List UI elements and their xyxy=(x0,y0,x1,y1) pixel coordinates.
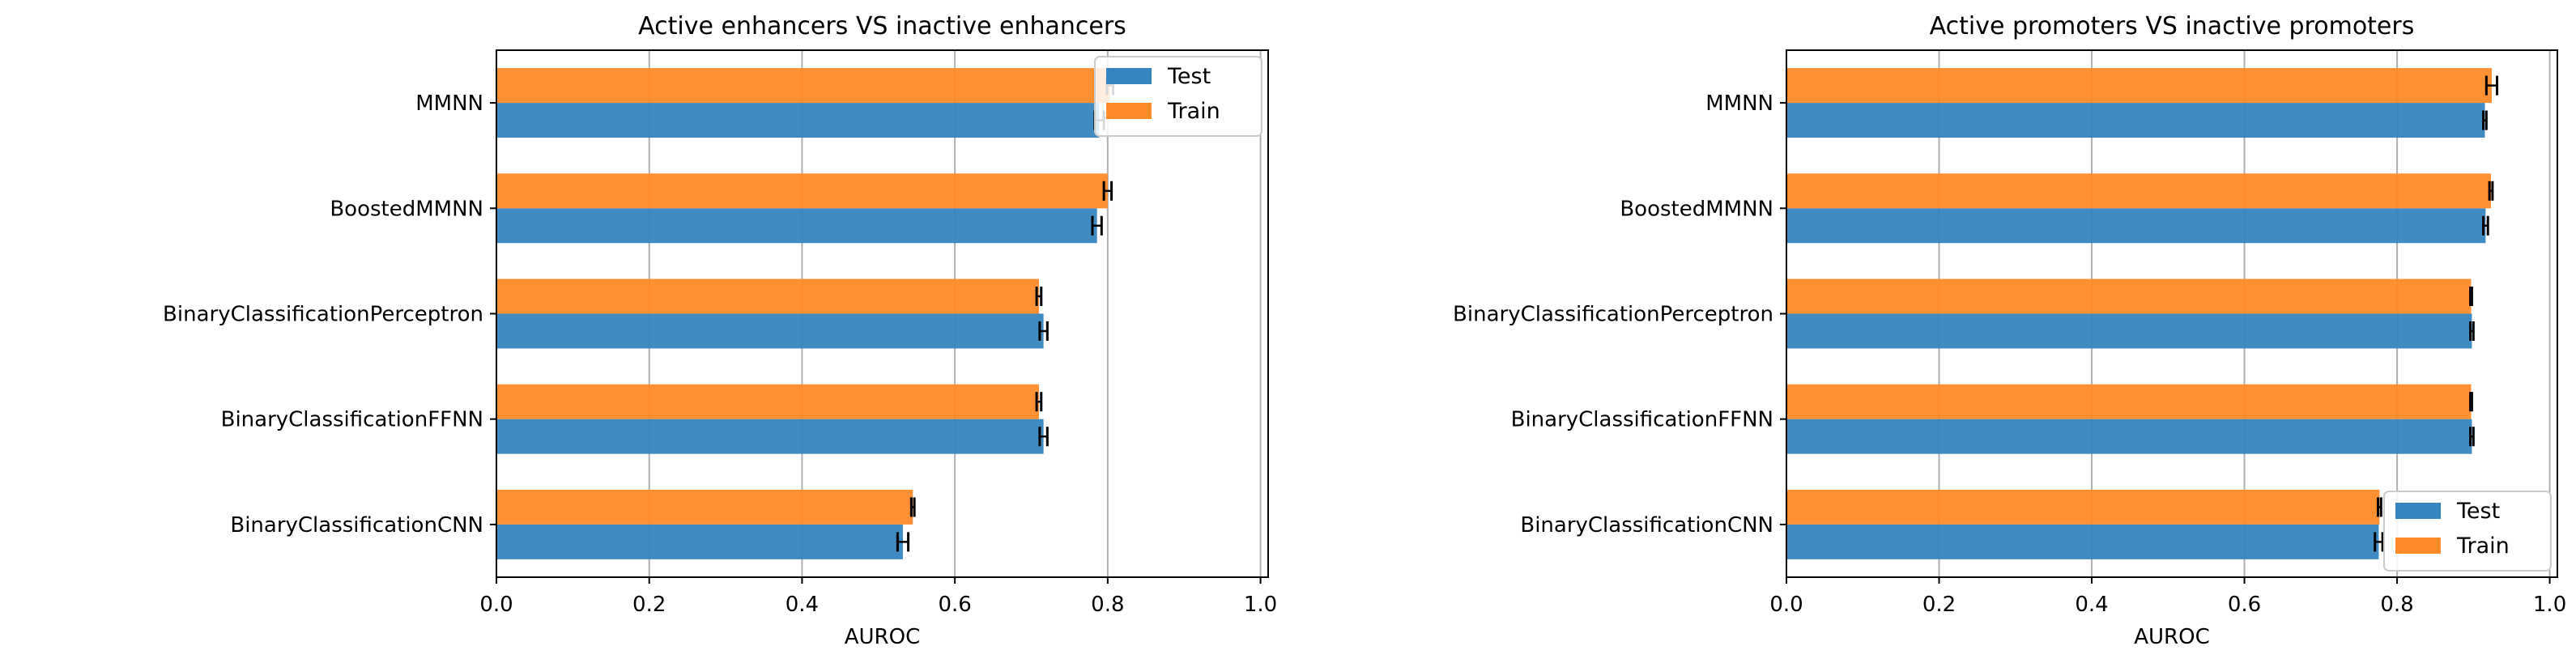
legend-label: Train xyxy=(1167,99,1220,124)
x-tick-label: 0.0 xyxy=(479,593,513,617)
chart-panel-2: MMNN BoostedMMNN BinaryClassificationPerce… xyxy=(1453,12,2566,649)
bar-test xyxy=(1786,419,2472,454)
x-tick-label: 0.2 xyxy=(632,593,666,617)
x-axis-label: AUROC xyxy=(845,625,921,649)
bar-train xyxy=(496,68,1110,104)
x-tick-label: 0.8 xyxy=(2380,593,2413,617)
bar-train xyxy=(496,489,913,525)
bar-train xyxy=(496,278,1039,314)
bar-test xyxy=(1786,313,2472,349)
legend-swatch-train xyxy=(1106,103,1152,119)
x-tick-label: 0.6 xyxy=(2228,593,2261,617)
x-tick-label: 0.4 xyxy=(786,593,819,617)
bar-train xyxy=(1786,173,2491,209)
y-tick-label: BinaryClassificationFFNN xyxy=(221,408,483,432)
bar-test xyxy=(496,103,1100,138)
legend: Test Train xyxy=(1094,56,1262,137)
bar-train xyxy=(1786,68,2492,104)
bar-test xyxy=(496,208,1097,244)
legend: Test Train xyxy=(2383,491,2552,572)
legend-swatch-test xyxy=(2395,503,2441,519)
y-tick-label: BoostedMMNN xyxy=(330,197,483,221)
bar-test xyxy=(1786,208,2486,244)
y-tick-label: MMNN xyxy=(415,91,483,116)
bar-train xyxy=(1786,489,2380,525)
bar-test xyxy=(1786,103,2485,138)
legend-label: Train xyxy=(2456,533,2510,559)
y-tick-label: BoostedMMNN xyxy=(1620,197,1773,221)
y-tick-label: BinaryClassificationCNN xyxy=(1520,513,1773,538)
x-tick-label: 0.2 xyxy=(1922,593,1956,617)
bar-test xyxy=(496,419,1044,454)
legend-swatch-train xyxy=(2395,538,2441,554)
bar-test xyxy=(1786,524,2379,559)
y-tick-label: BinaryClassificationFFNN xyxy=(1511,408,1773,432)
x-tick-label: 0.8 xyxy=(1091,593,1124,617)
legend-label: Test xyxy=(2456,499,2500,524)
bar-train xyxy=(1786,384,2472,419)
y-tick-label: BinaryClassificationPerceptron xyxy=(163,303,483,327)
x-tick-label: 0.4 xyxy=(2075,593,2108,617)
x-tick-label: 0.0 xyxy=(1769,593,1803,617)
x-tick-label: 1.0 xyxy=(1244,593,1277,617)
y-tick-label: BinaryClassificationPerceptron xyxy=(1453,303,1773,327)
plot-frame xyxy=(1786,49,2558,578)
y-tick-label: MMNN xyxy=(1705,91,1773,116)
x-tick-label: 0.6 xyxy=(938,593,971,617)
bar-train xyxy=(496,384,1039,419)
legend-label: Test xyxy=(1167,64,1211,89)
chart-title: Active enhancers VS inactive enhancers xyxy=(638,12,1126,40)
x-axis-label: AUROC xyxy=(2134,625,2210,649)
chart-panel-1: MMNN BoostedMMNN BinaryClassificationPerce… xyxy=(163,12,1277,649)
chart-title: Active promoters VS inactive promoters xyxy=(1930,12,2415,40)
plot-frame xyxy=(496,49,1269,578)
bar-test xyxy=(496,313,1044,349)
y-tick-label: BinaryClassificationCNN xyxy=(230,513,483,538)
bar-test xyxy=(496,524,903,559)
bar-train xyxy=(1786,278,2472,314)
x-tick-label: 1.0 xyxy=(2533,593,2566,617)
bar-train xyxy=(496,173,1108,209)
legend-swatch-test xyxy=(1106,68,1152,84)
